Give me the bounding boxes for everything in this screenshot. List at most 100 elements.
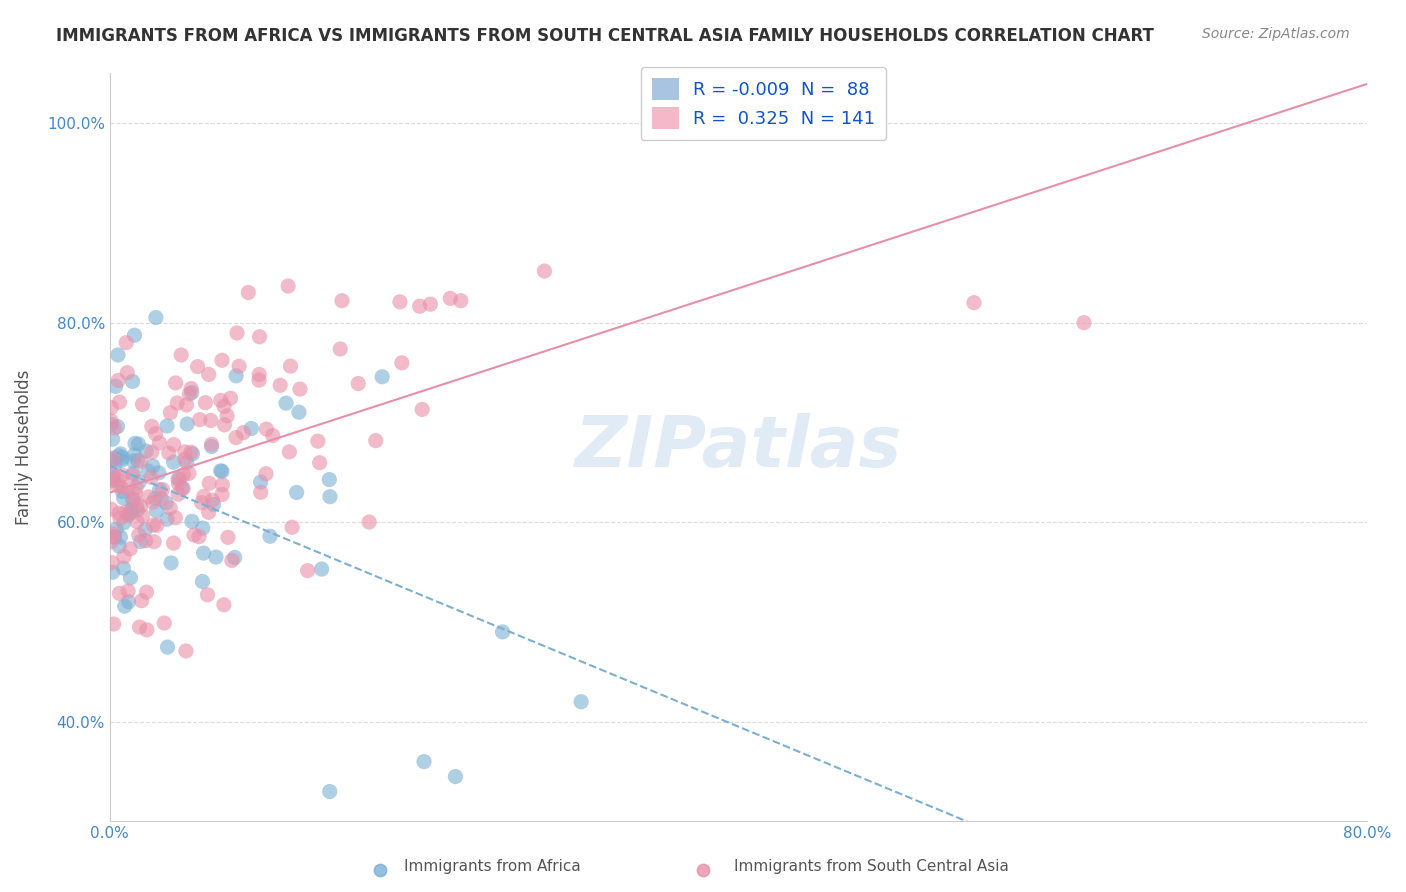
Point xyxy=(108,539,131,553)
Point xyxy=(110,447,132,461)
Point xyxy=(209,393,232,408)
Point xyxy=(197,588,219,602)
Point xyxy=(121,468,143,483)
Point xyxy=(183,528,205,542)
Point xyxy=(120,571,142,585)
Point xyxy=(177,467,200,481)
Point xyxy=(209,464,232,478)
Point xyxy=(319,784,342,798)
Point xyxy=(280,359,302,373)
Point xyxy=(148,483,170,497)
Point xyxy=(122,454,145,468)
Point xyxy=(180,445,202,459)
Text: ZIPatlas: ZIPatlas xyxy=(575,413,903,482)
Point xyxy=(108,449,131,463)
Point xyxy=(108,472,131,486)
Point xyxy=(170,348,193,362)
Point xyxy=(285,485,308,500)
Point xyxy=(100,401,122,415)
Point xyxy=(450,293,472,308)
Point xyxy=(118,507,141,521)
Point xyxy=(188,412,211,426)
Point xyxy=(491,624,513,639)
Point xyxy=(145,504,167,518)
Point xyxy=(308,456,330,470)
Point xyxy=(110,530,132,544)
Point xyxy=(277,279,299,293)
Point xyxy=(141,419,163,434)
Point xyxy=(159,501,181,516)
Point xyxy=(249,330,271,344)
Point xyxy=(156,512,179,526)
Point xyxy=(101,556,124,570)
Point xyxy=(128,528,150,542)
Point xyxy=(262,428,284,442)
Point xyxy=(100,417,122,432)
Point xyxy=(165,510,187,524)
Point xyxy=(111,484,134,499)
Point xyxy=(359,515,381,529)
Point xyxy=(319,490,342,504)
Point xyxy=(1073,316,1095,330)
Point xyxy=(347,376,370,391)
Point xyxy=(103,458,125,473)
Point xyxy=(127,453,149,467)
Point xyxy=(101,565,124,579)
Point xyxy=(122,491,145,506)
Point xyxy=(104,530,127,544)
Point xyxy=(217,409,239,423)
Point xyxy=(100,535,122,549)
Point xyxy=(330,293,353,308)
Y-axis label: Family Households: Family Households xyxy=(15,369,32,525)
Point xyxy=(224,550,246,565)
Point xyxy=(114,505,136,519)
Point xyxy=(121,505,143,519)
Point xyxy=(180,385,202,400)
Point xyxy=(153,615,176,630)
Point xyxy=(176,417,198,431)
Point xyxy=(176,456,198,470)
Point xyxy=(129,499,152,513)
Point xyxy=(125,499,148,513)
Point xyxy=(173,452,195,467)
Point xyxy=(107,373,129,387)
Point xyxy=(173,445,195,459)
Point xyxy=(172,482,194,496)
Point xyxy=(211,464,233,478)
Point xyxy=(159,406,181,420)
Point xyxy=(254,422,277,436)
Point xyxy=(219,391,242,405)
Point xyxy=(247,368,270,382)
Point xyxy=(194,395,217,409)
Point xyxy=(121,492,143,507)
Point xyxy=(136,464,159,478)
Point xyxy=(100,414,122,428)
Point xyxy=(157,446,180,460)
Point xyxy=(143,534,166,549)
Point xyxy=(108,511,131,525)
Point xyxy=(124,487,146,501)
Point xyxy=(187,530,209,544)
Point xyxy=(288,382,311,396)
Point xyxy=(181,514,204,528)
Point xyxy=(205,550,228,565)
Text: IMMIGRANTS FROM AFRICA VS IMMIGRANTS FROM SOUTH CENTRAL ASIA FAMILY HOUSEHOLDS C: IMMIGRANTS FROM AFRICA VS IMMIGRANTS FRO… xyxy=(56,27,1154,45)
Point xyxy=(141,445,163,459)
Point xyxy=(160,556,183,570)
Point xyxy=(145,426,167,441)
Point xyxy=(110,453,132,467)
Point xyxy=(131,508,153,523)
Point xyxy=(124,436,146,450)
Point xyxy=(190,496,212,510)
Point xyxy=(108,586,131,600)
Point xyxy=(439,291,461,305)
Point xyxy=(259,529,281,543)
Point xyxy=(232,425,254,440)
Point xyxy=(172,481,194,495)
Point xyxy=(364,434,387,448)
Point xyxy=(117,508,139,523)
Point xyxy=(148,435,170,450)
Point xyxy=(200,437,222,451)
Point xyxy=(117,366,139,380)
Legend: R = -0.009  N =  88, R =  0.325  N = 141: R = -0.009 N = 88, R = 0.325 N = 141 xyxy=(641,67,886,140)
